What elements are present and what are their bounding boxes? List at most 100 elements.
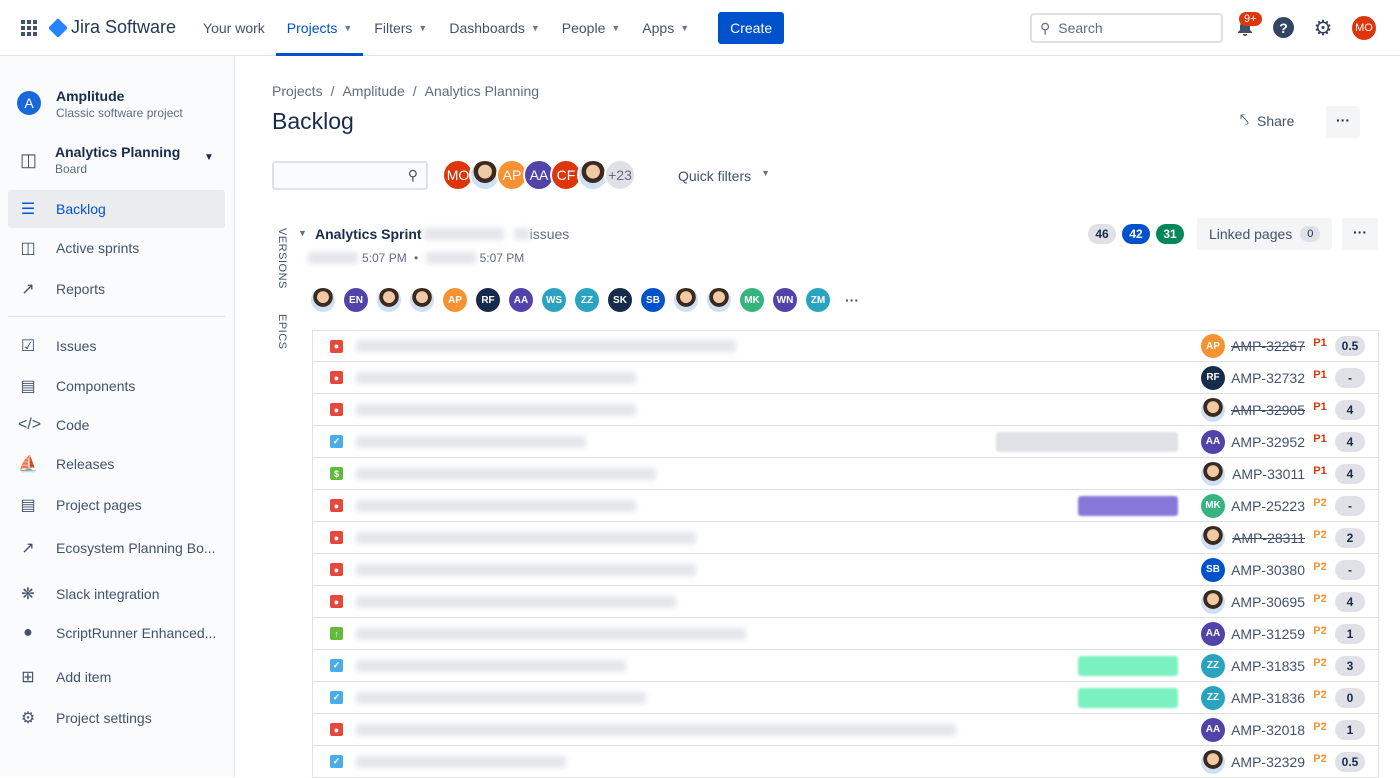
avatar[interactable] — [469, 159, 501, 191]
epic-label[interactable] — [1078, 655, 1178, 676]
avatar[interactable] — [1201, 397, 1225, 422]
quick-filters-dropdown[interactable]: Quick filters ▼ — [678, 168, 771, 184]
jira-logo[interactable]: Jira Software — [48, 17, 176, 38]
table-row[interactable]: ● RF AMP-32732 P1 - — [312, 362, 1379, 394]
sidebar-item-slack-integration[interactable]: ❋ Slack integration — [8, 575, 225, 613]
avatar[interactable]: WN — [773, 288, 797, 312]
issue-key[interactable]: AMP-28311 — [1232, 529, 1305, 546]
table-row[interactable]: ● AMP-28311 P2 2 — [312, 522, 1379, 554]
avatar[interactable]: ZZ — [575, 288, 599, 312]
avatar[interactable]: ZZ — [1201, 685, 1225, 710]
table-row[interactable]: ● AP AMP-32267 P1 0.5 — [312, 330, 1379, 362]
more-assignees-icon[interactable]: ··· — [845, 292, 859, 308]
sidebar-item-code[interactable]: </> Code — [18, 416, 90, 433]
avatar[interactable]: AP — [443, 288, 467, 312]
settings-gear-icon[interactable]: ⚙ — [1313, 16, 1333, 40]
breadcrumb-item[interactable]: Amplitude — [342, 83, 405, 99]
chevron-down-icon[interactable]: ▼ — [204, 152, 214, 163]
table-row[interactable]: ● MK AMP-25223 P2 - — [312, 490, 1379, 522]
avatar[interactable]: MK — [1201, 493, 1225, 518]
avatar[interactable]: SB — [641, 288, 665, 312]
sidebar-item-ecosystem-planning-bo-[interactable]: ↗ Ecosystem Planning Bo... — [8, 529, 225, 567]
table-row[interactable]: ↑ AA AMP-31259 P2 1 — [312, 618, 1379, 650]
help-icon[interactable]: ? — [1273, 17, 1294, 38]
sprint-more-button[interactable]: ··· — [1342, 218, 1378, 250]
table-row[interactable]: ✓ AMP-32329 P2 0.5 — [312, 746, 1379, 778]
collapse-chevron-icon[interactable]: ▼ — [298, 228, 307, 238]
tab-versions[interactable]: VERSIONS — [276, 228, 288, 289]
board-name[interactable]: Analytics Planning — [55, 144, 181, 160]
epic-label[interactable] — [1078, 687, 1178, 708]
issue-key[interactable]: AMP-32267 — [1231, 338, 1305, 354]
avatar[interactable]: RF — [1201, 365, 1225, 390]
share-button[interactable]: ⤣ Share — [1240, 112, 1295, 129]
sidebar-item-project-pages[interactable]: ▤ Project pages — [8, 486, 225, 524]
avatar[interactable]: AP — [1201, 334, 1225, 358]
avatar[interactable] — [707, 288, 731, 312]
project-name[interactable]: Amplitude — [56, 88, 125, 104]
avatar[interactable]: AA — [509, 288, 533, 312]
more-actions-button[interactable]: ··· — [1326, 106, 1360, 138]
table-row[interactable]: ● AA AMP-32018 P2 1 — [312, 714, 1379, 746]
avatar[interactable] — [410, 288, 434, 312]
app-switcher-icon[interactable] — [21, 19, 37, 36]
sidebar-item-releases[interactable]: ⛵ Releases — [18, 456, 115, 473]
avatar[interactable]: SB — [1201, 557, 1225, 582]
avatar[interactable]: AA — [1201, 621, 1225, 646]
avatar[interactable]: MK — [740, 288, 764, 312]
avatar[interactable]: AA — [1201, 429, 1225, 454]
nav-filters[interactable]: Filters ▼ — [374, 19, 428, 36]
search-input[interactable]: ⚲ Search — [1030, 13, 1223, 43]
table-row[interactable]: ✓ AA AMP-32952 P1 4 — [312, 426, 1379, 458]
epic-label[interactable] — [996, 431, 1178, 452]
sidebar-item-components[interactable]: ▤ Components — [8, 367, 225, 405]
issue-key[interactable]: AMP-32732 — [1231, 369, 1305, 386]
sidebar-item-add-item[interactable]: ⊞ Add item — [8, 658, 225, 696]
avatar[interactable] — [1201, 589, 1225, 614]
avatar[interactable]: RF — [476, 288, 500, 312]
nav-apps[interactable]: Apps ▼ — [642, 19, 690, 36]
avatar[interactable] — [1201, 525, 1225, 550]
breadcrumb-item[interactable]: Analytics Planning — [424, 83, 540, 99]
avatar[interactable]: EN — [344, 288, 368, 312]
tab-epics[interactable]: EPICS — [276, 314, 288, 350]
avatar[interactable] — [311, 288, 335, 312]
issue-key[interactable]: AMP-32329 — [1231, 753, 1305, 770]
issue-key[interactable]: AMP-31836 — [1231, 689, 1305, 706]
table-row[interactable]: $ AMP-33011 P1 4 — [312, 458, 1379, 490]
table-row[interactable]: ✓ ZZ AMP-31836 P2 0 — [312, 682, 1379, 714]
avatar[interactable]: ZZ — [1201, 653, 1225, 678]
backlog-search-input[interactable]: ⚲ — [272, 161, 428, 190]
issue-key[interactable]: AMP-31835 — [1231, 657, 1305, 674]
issue-key[interactable]: AMP-31259 — [1231, 625, 1305, 642]
sidebar-item-scriptrunner-enhanced-[interactable]: ● ScriptRunner Enhanced... — [8, 614, 225, 652]
avatar[interactable] — [674, 288, 698, 312]
avatar[interactable]: SK — [608, 288, 632, 312]
sidebar-item-active-sprints[interactable]: ◫ Active sprints — [8, 229, 225, 267]
user-avatar[interactable]: MO — [1352, 16, 1376, 40]
breadcrumb-item[interactable]: Projects — [272, 83, 323, 99]
issue-key[interactable]: AMP-30695 — [1231, 593, 1305, 610]
sidebar-item-issues[interactable]: ☑ Issues — [8, 327, 225, 365]
sidebar-item-reports[interactable]: ↗ Reports — [8, 270, 225, 308]
epic-label[interactable] — [1078, 495, 1178, 516]
nav-people[interactable]: People ▼ — [561, 19, 621, 36]
sidebar-item-backlog[interactable]: ☰ Backlog — [8, 190, 225, 228]
nav-dashboards[interactable]: Dashboards ▼ — [449, 19, 540, 36]
avatar[interactable] — [577, 159, 609, 191]
issue-key[interactable]: AMP-32018 — [1231, 721, 1305, 738]
create-button[interactable]: Create — [718, 11, 785, 44]
nav-your-work[interactable]: Your work — [203, 19, 265, 36]
avatar[interactable]: ZM — [806, 288, 830, 312]
issue-key[interactable]: AMP-30380 — [1231, 561, 1305, 578]
table-row[interactable]: ● SB AMP-30380 P2 - — [312, 554, 1379, 586]
avatar[interactable] — [1201, 461, 1225, 486]
table-row[interactable]: ● AMP-32905 P1 4 — [312, 394, 1379, 426]
avatar[interactable] — [1201, 749, 1225, 774]
avatar[interactable]: +23 — [604, 159, 636, 191]
avatar[interactable] — [377, 288, 401, 312]
table-row[interactable]: ✓ ZZ AMP-31835 P2 3 — [312, 650, 1379, 682]
avatar[interactable]: WS — [542, 288, 566, 312]
avatar[interactable]: AP — [496, 159, 528, 191]
linked-pages-button[interactable]: Linked pages 0 — [1197, 218, 1332, 250]
